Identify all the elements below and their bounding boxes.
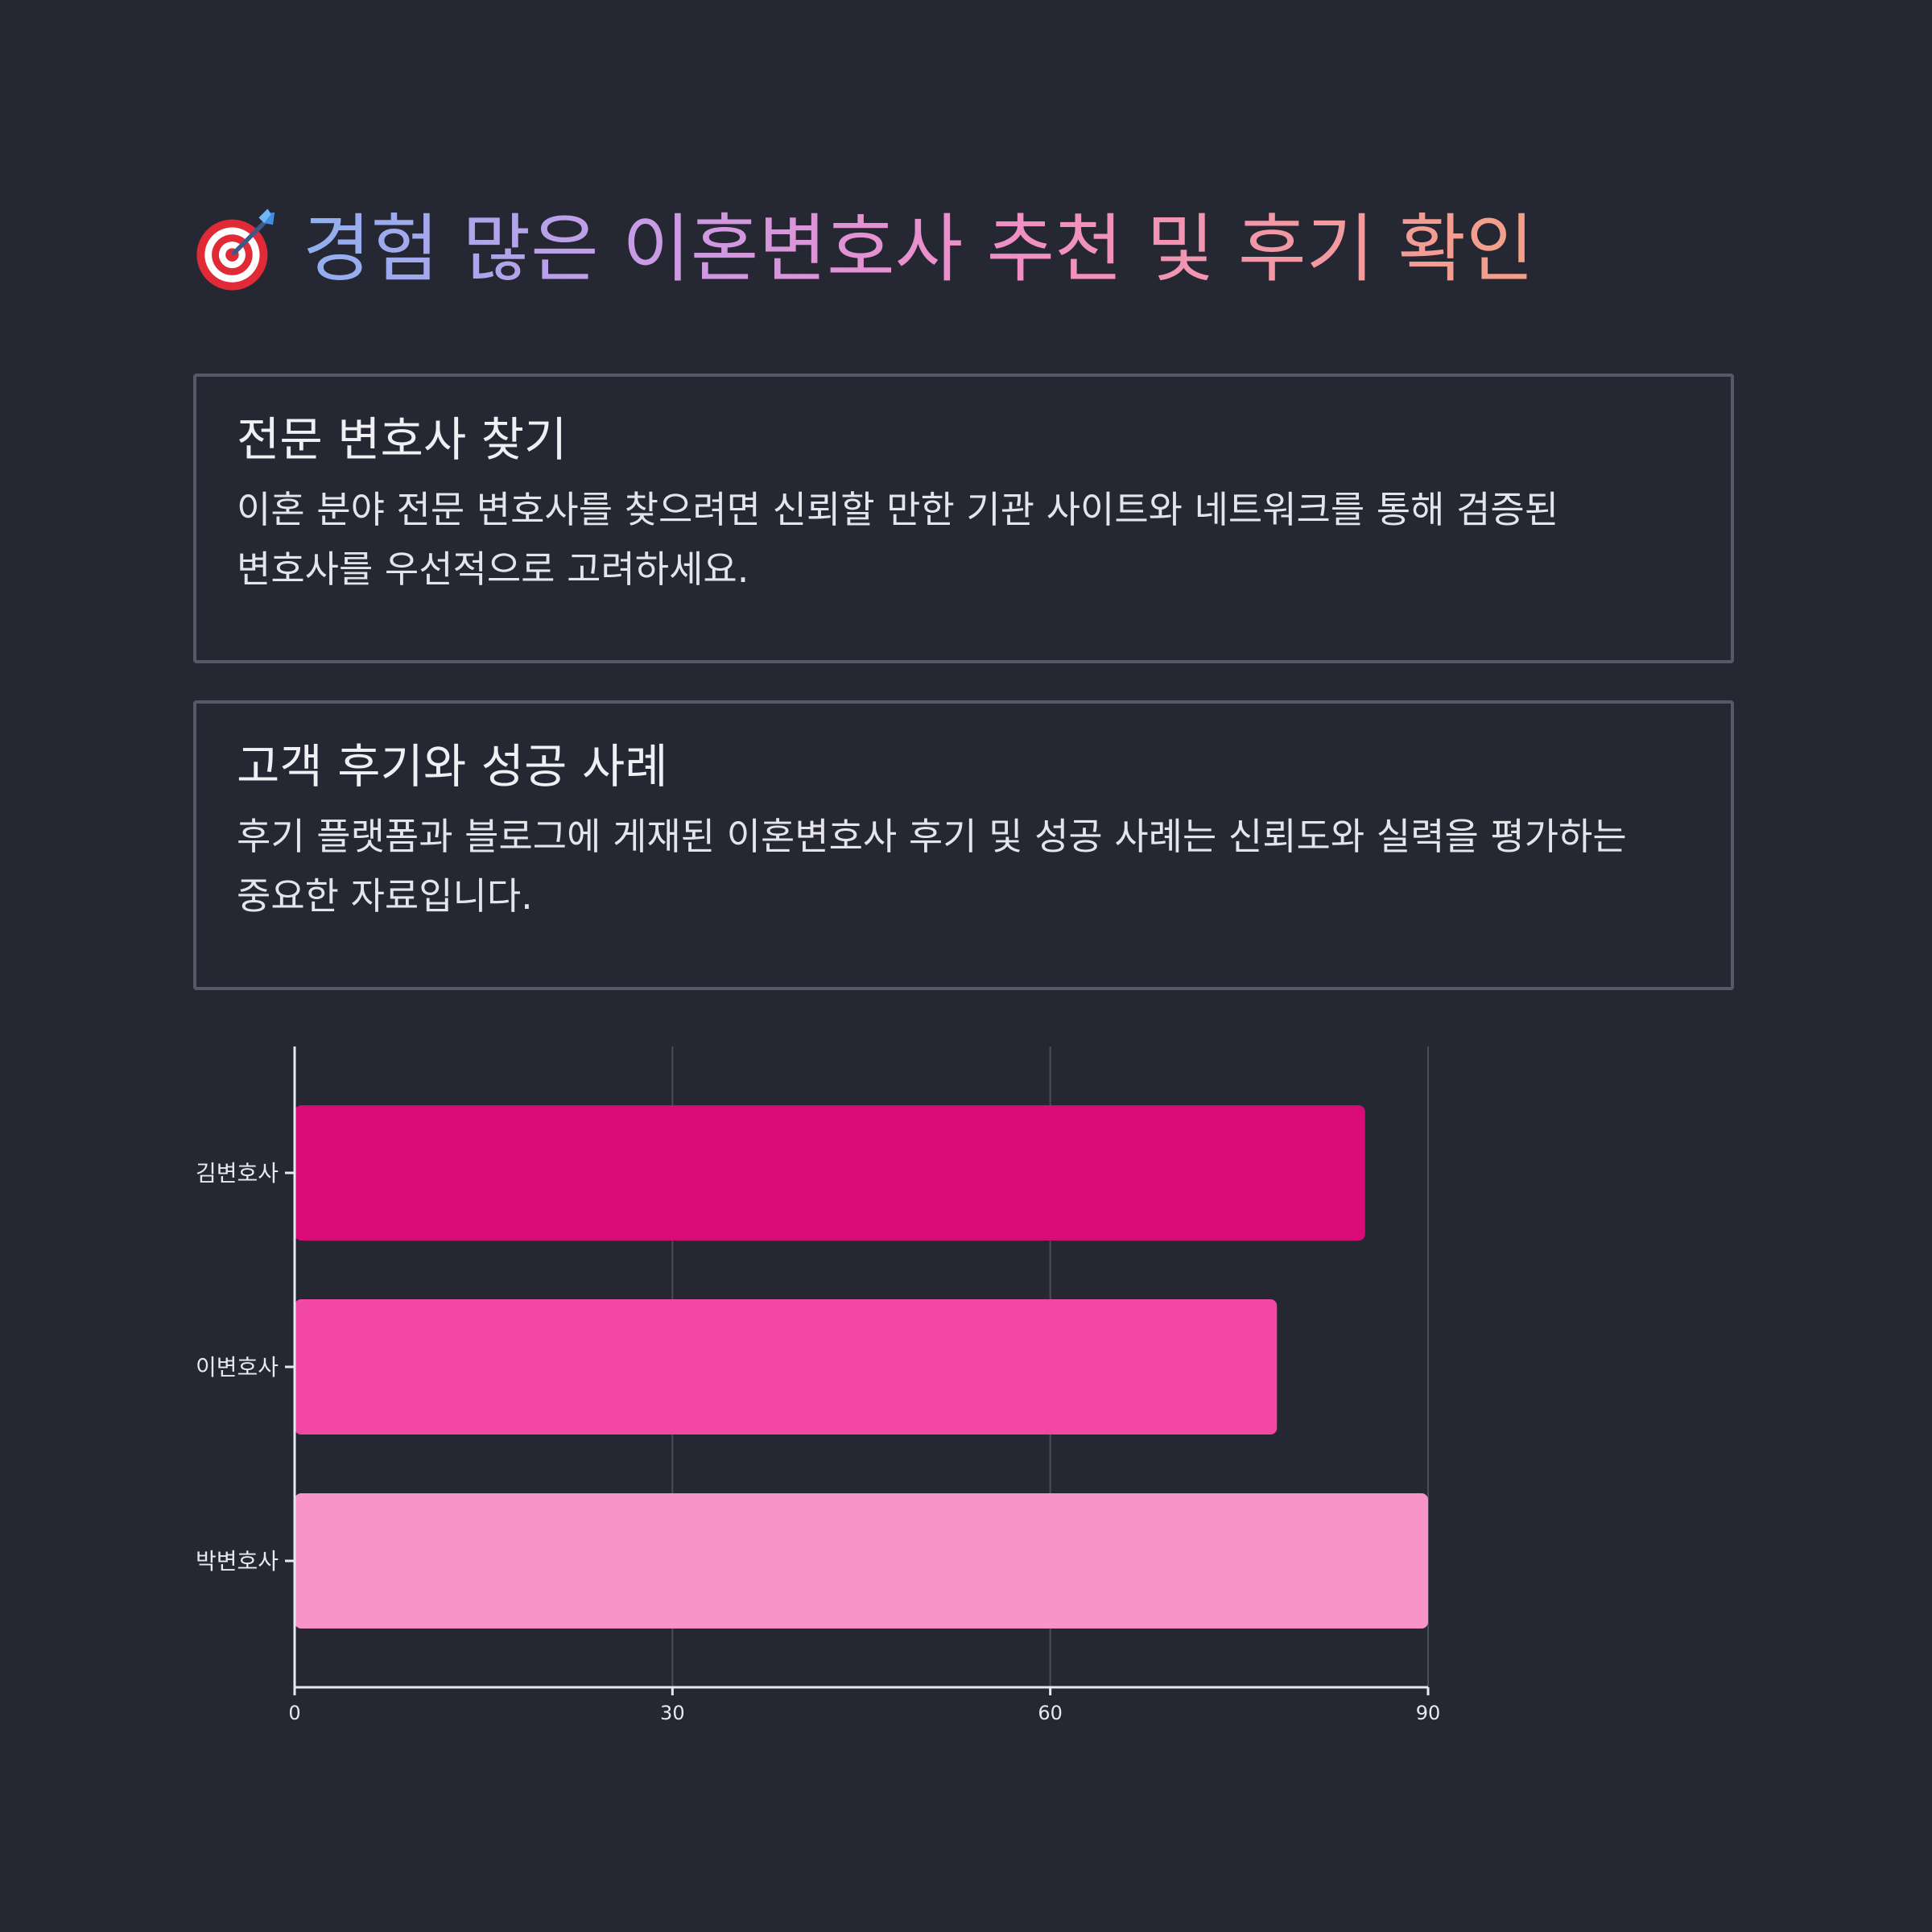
info-card-find-lawyer: 전문 변호사 찾기 이혼 분야 전문 변호사를 찾으려면 신뢰할 만한 기관 사… — [193, 374, 1734, 663]
card-body: 이혼 분야 전문 변호사를 찾으려면 신뢰할 만한 기관 사이트와 네트워크를 … — [237, 488, 1559, 591]
page-header: 경험 많은 이혼변호사 추천 및 후기 확인 — [193, 201, 1534, 298]
card-title: 전문 변호사 찾기 — [237, 412, 568, 467]
x-tick-label: 0 — [288, 1702, 300, 1724]
card-body: 후기 플랫폼과 블로그에 게재된 이혼변호사 후기 및 성공 사례는 신뢰도와 … — [237, 815, 1627, 918]
y-tick-label: 이변호사 — [196, 1354, 279, 1381]
target-dart-icon — [196, 208, 275, 291]
x-tick-label: 30 — [660, 1702, 685, 1724]
x-tick-label: 90 — [1416, 1702, 1441, 1724]
card-title: 고객 후기와 성공 사례 — [237, 739, 668, 794]
bar — [295, 1493, 1428, 1629]
bar — [295, 1299, 1278, 1435]
bar — [295, 1105, 1365, 1241]
page-title: 경험 많은 이혼변호사 추천 및 후기 확인 — [303, 201, 1534, 298]
y-tick-label: 박변호사 — [196, 1548, 279, 1575]
x-tick-label: 60 — [1038, 1702, 1063, 1724]
y-tick-label: 김변호사 — [196, 1160, 279, 1187]
info-card-reviews: 고객 후기와 성공 사례 후기 플랫폼과 블로그에 게재된 이혼변호사 후기 및… — [193, 700, 1734, 990]
